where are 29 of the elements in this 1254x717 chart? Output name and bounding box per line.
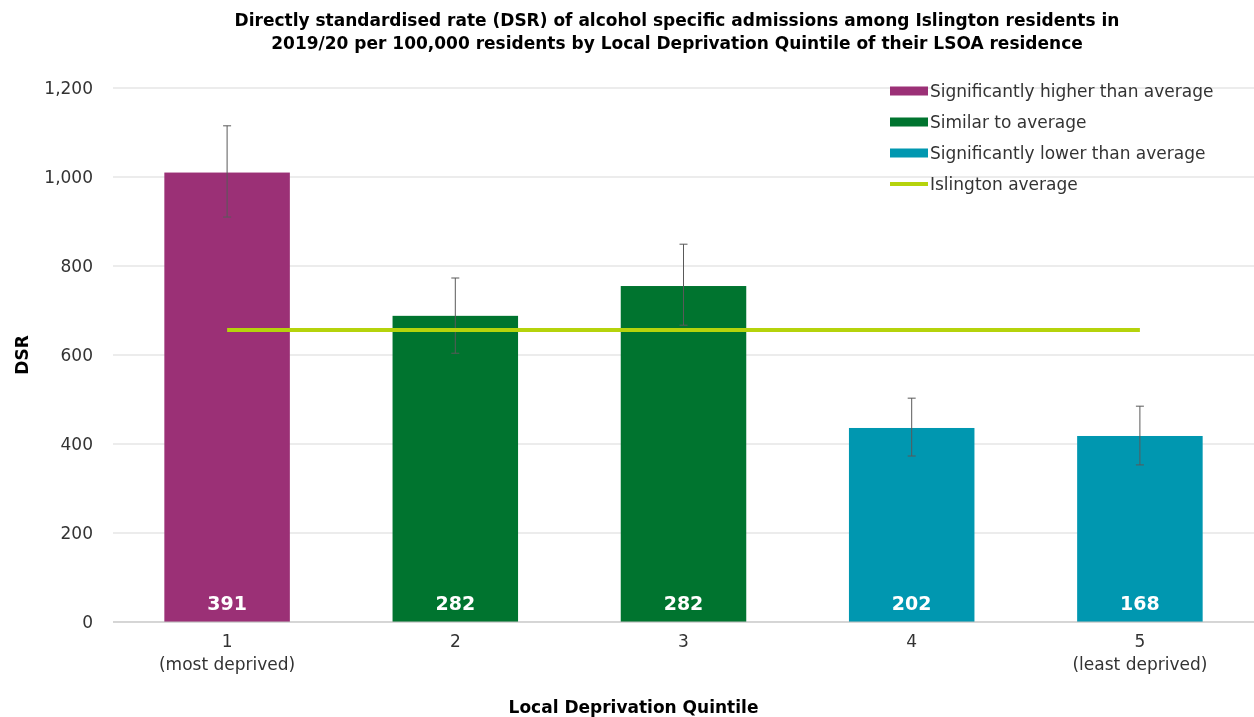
x-tick-label: 4 xyxy=(906,631,918,651)
y-tick-label: 400 xyxy=(60,434,93,454)
legend-label: Islington average xyxy=(930,174,1078,194)
y-tick-label: 800 xyxy=(60,256,93,276)
bar xyxy=(392,315,519,622)
legend-label: Similar to average xyxy=(930,112,1087,132)
y-axis-title: DSR xyxy=(12,335,32,375)
bar xyxy=(848,427,975,622)
bar xyxy=(164,172,290,622)
y-tick-label: 200 xyxy=(60,523,93,543)
annotation: 202 xyxy=(891,592,932,614)
y-tick-label: 1,200 xyxy=(44,78,93,98)
x-tick-label: 5 (least deprived) xyxy=(1072,631,1208,674)
x-axis-title: Local Deprivation Quintile xyxy=(508,697,759,717)
chart-title: Directly standardised rate (DSR) of alcohol specific admissions among Islington residents in 2019/20 per 100,000 residents by Local Deprivation Quintile of their LSOA residence xyxy=(234,10,1120,53)
bar xyxy=(620,286,747,622)
x-tick-label: 3 xyxy=(678,631,689,651)
annotation: 282 xyxy=(663,592,704,614)
annotation: 391 xyxy=(207,592,247,614)
x-tick-label: 1 (most deprived) xyxy=(158,631,296,674)
y-tick-label: 600 xyxy=(60,345,93,365)
legend-label: Significantly lower than average xyxy=(930,143,1206,163)
y-tick-label: 1,000 xyxy=(44,167,93,187)
bar xyxy=(1077,435,1203,622)
annotation: 168 xyxy=(1120,592,1160,614)
legend-label: Significantly higher than average xyxy=(930,81,1214,101)
annotation: 282 xyxy=(435,592,476,614)
y-tick-label: 0 xyxy=(82,612,93,632)
x-tick-label: 2 xyxy=(449,631,461,651)
